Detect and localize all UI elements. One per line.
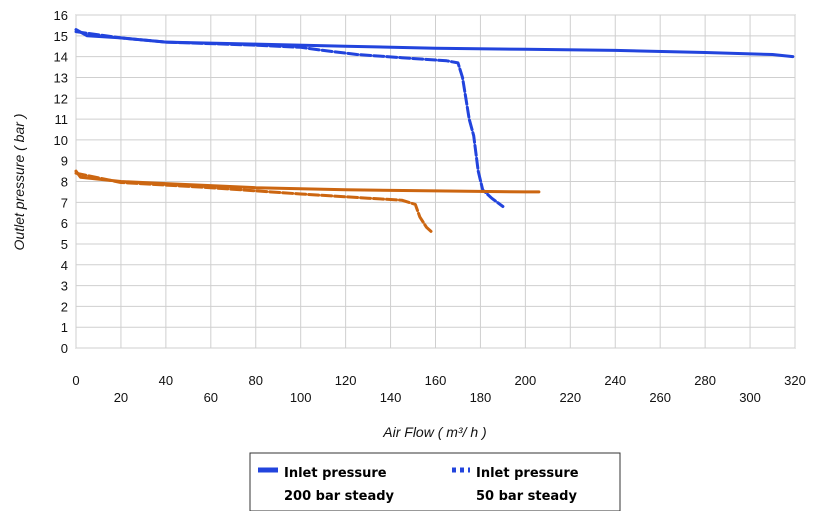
series-line-2: [74, 30, 505, 208]
y-tick-label: 8: [61, 175, 68, 190]
legend-entry-2-line1: Inlet pressure: [476, 466, 579, 481]
x-tick-label: 120: [335, 373, 357, 388]
y-tick-label: 0: [61, 341, 68, 356]
y-tick-label: 9: [61, 154, 68, 169]
x-tick-label: 200: [515, 373, 537, 388]
legend-entry-1-line2: 200 bar steady: [284, 489, 395, 504]
legend-box: [249, 452, 621, 511]
y-tick-label: 10: [54, 133, 68, 148]
y-tick-label: 12: [54, 91, 68, 106]
y-tick-label: 3: [61, 279, 68, 294]
y-tick-label: 1: [61, 320, 68, 335]
y-tick-label: 14: [54, 50, 68, 65]
x-tick-label: 160: [425, 373, 447, 388]
legend: Inlet pressure 200 bar steady Inlet pres…: [249, 452, 621, 511]
x-tick-label: 240: [604, 373, 626, 388]
x-tick-label: 140: [380, 390, 402, 405]
x-tick-label: 0: [72, 373, 79, 388]
y-tick-label: 13: [54, 70, 68, 85]
series-line-4: [74, 171, 433, 233]
x-tick-label: 100: [290, 390, 312, 405]
legend-entry-2-line2: 50 bar steady: [476, 489, 577, 504]
y-tick-label: 4: [61, 258, 68, 273]
x-axis-title: Air Flow ( m³/ h ): [382, 424, 486, 440]
x-tick-label: 180: [470, 390, 492, 405]
x-tick-label: 40: [159, 373, 173, 388]
x-tick-label: 220: [559, 390, 581, 405]
x-tick-label: 320: [784, 373, 806, 388]
x-tick-label: 80: [249, 373, 263, 388]
y-axis-title: Outlet pressure ( bar ): [11, 114, 27, 251]
x-tick-label: 280: [694, 373, 716, 388]
x-tick-label: 260: [649, 390, 671, 405]
x-tick-label: 20: [114, 390, 128, 405]
y-tick-label: 16: [54, 8, 68, 23]
y-tick-label: 11: [55, 112, 69, 127]
y-tick-label: 15: [54, 29, 68, 44]
x-tick-label: 60: [204, 390, 218, 405]
y-tick-label: 7: [61, 195, 68, 210]
series-line-3: [74, 169, 541, 194]
y-tick-label: 6: [61, 216, 68, 231]
series-group: [74, 28, 795, 233]
y-tick-label: 2: [61, 299, 68, 314]
x-tick-label: 300: [739, 390, 761, 405]
y-tick-label: 5: [61, 237, 68, 252]
x-tick-labels: 0 40 80 120 160 200 240 280 320 20 60 100 140 180 220 2…: [72, 373, 805, 405]
legend-entry-1-line1: Inlet pressure: [284, 466, 387, 481]
